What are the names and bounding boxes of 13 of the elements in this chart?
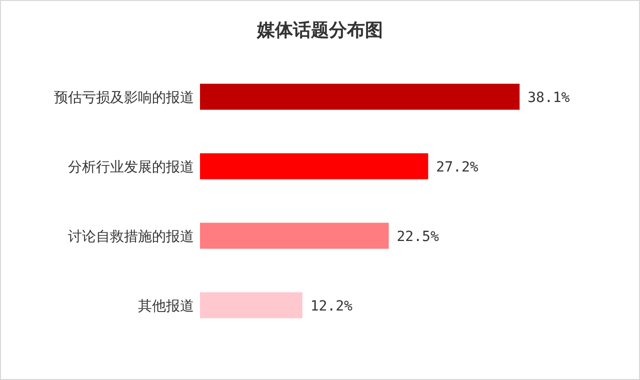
bar (200, 292, 302, 318)
chart-title: 媒体话题分布图 (256, 20, 383, 41)
bar (200, 222, 389, 249)
y-tick-label: 预估亏损及影响的报道 (54, 90, 194, 106)
data-label: 22.5% (396, 228, 440, 245)
y-tick-label: 讨论自救措施的报道 (68, 228, 194, 245)
bar (200, 84, 520, 110)
data-label: 12.2% (310, 298, 354, 314)
data-label: 27.2% (436, 159, 479, 176)
y-tick-label: 分析行业发展的报道 (68, 159, 194, 176)
data-label: 38.1% (528, 90, 570, 106)
bar (200, 153, 428, 180)
y-tick-label: 其他报道 (138, 298, 194, 314)
